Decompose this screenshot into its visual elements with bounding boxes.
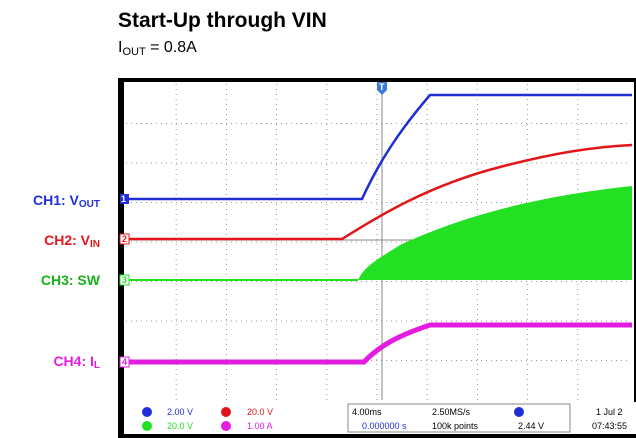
record-length: 100k points [432,421,479,431]
trigger-level: 2.44 V [518,421,544,431]
ch3-scale: 20.0 V [167,421,193,431]
title: Start-Up through VIN [118,9,327,32]
trig-dot [514,407,524,417]
ch2-marker: 2 [122,234,127,244]
ch4-label-main: CH4: I [53,353,93,369]
ch1-label: CH1: VOUT [33,192,100,210]
s-ch3-dot [142,421,152,431]
ch4-scale: 1.00 A [247,421,273,431]
scope-figure: Start-Up through VIN IOUT = 0.8A CH1: VO… [0,0,636,438]
ch4-label-sub: L [94,360,100,371]
s-ch4-dot [221,421,231,431]
ch2-label-sub: IN [90,239,100,250]
ch3-marker: 3 [122,275,127,285]
page: Start-Up through VIN IOUT = 0.8A CH1: VO… [0,0,636,438]
offset: 0.000000 s [362,421,407,431]
s-ch2-dot [221,407,231,417]
ch2-label-main: CH2: V [44,232,91,248]
subtitle: IOUT = 0.8A [118,39,197,58]
ch4-label: CH4: IL [53,353,100,371]
trigger-marker: T [379,82,385,92]
time: 07:43:55 [592,421,627,431]
sample-rate: 2.50MS/s [432,407,471,417]
s-ch1-dot [142,407,152,417]
ch1-marker: 1 [121,194,126,204]
timebase: 4.00ms [352,407,382,417]
ch1-label-main: CH1: V [33,192,80,208]
subtitle-sub: OUT [122,46,146,58]
ch4-marker: 4 [122,357,127,367]
date: 1 Jul 2 [596,407,623,417]
ch1-label-sub: OUT [79,199,100,210]
ch2-label: CH2: VIN [44,232,100,250]
ch2-scale: 20.0 V [247,407,273,417]
ch3-label: CH3: SW [41,272,101,288]
subtitle-rest: = 0.8A [146,39,197,56]
ch1-scale: 2.00 V [167,407,193,417]
